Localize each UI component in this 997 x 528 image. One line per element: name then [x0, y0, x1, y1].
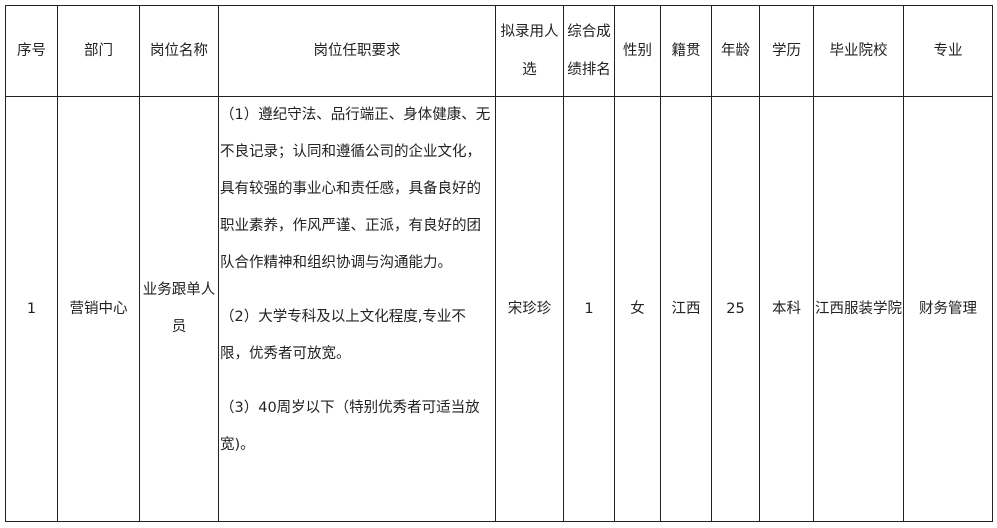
- cell-school: 江西服装学院: [813, 96, 904, 522]
- cell-department: 营销中心: [57, 96, 140, 522]
- header-native-place: 籍贯: [660, 5, 712, 97]
- requirement-1: （1）遵纪守法、品行端正、身体健康、无不良记录；认同和遵循公司的企业文化，具有较…: [220, 107, 491, 271]
- header-requirements: 岗位任职要求: [218, 5, 496, 97]
- cell-age: 25: [711, 96, 760, 522]
- header-row: 序号 部门 岗位名称 岗位任职要求 拟录用人选 综合成绩排名 性别 籍贯 年龄 …: [5, 5, 993, 97]
- table-row: 1 营销中心 业务跟单人员 （1）遵纪守法、品行端正、身体健康、无不良记录；认同…: [5, 96, 993, 522]
- cell-gender: 女: [614, 96, 661, 522]
- requirement-2: （2）大学专科及以上文化程度,专业不限，优秀者可放宽。: [220, 309, 466, 362]
- cell-index: 1: [5, 96, 58, 522]
- cell-candidate: 宋珍珍: [495, 96, 564, 522]
- header-major: 专业: [903, 5, 993, 97]
- requirement-3: （3）40周岁以下（特别优秀者可适当放宽)。: [220, 400, 480, 453]
- header-position: 岗位名称: [139, 5, 219, 97]
- cell-rank: 1: [563, 96, 615, 522]
- header-education: 学历: [759, 5, 814, 97]
- header-department: 部门: [57, 5, 140, 97]
- header-candidate: 拟录用人选: [495, 5, 564, 97]
- cell-position: 业务跟单人员: [139, 96, 219, 522]
- cell-major: 财务管理: [903, 96, 993, 522]
- header-rank: 综合成绩排名: [563, 5, 615, 97]
- header-index: 序号: [5, 5, 58, 97]
- cell-native-place: 江西: [660, 96, 712, 522]
- header-age: 年龄: [711, 5, 760, 97]
- header-gender: 性别: [614, 5, 661, 97]
- cell-education: 本科: [759, 96, 814, 522]
- cell-requirements: （1）遵纪守法、品行端正、身体健康、无不良记录；认同和遵循公司的企业文化，具有较…: [218, 96, 496, 522]
- header-school: 毕业院校: [813, 5, 904, 97]
- recruitment-table: 序号 部门 岗位名称 岗位任职要求 拟录用人选 综合成绩排名 性别 籍贯 年龄 …: [5, 5, 993, 522]
